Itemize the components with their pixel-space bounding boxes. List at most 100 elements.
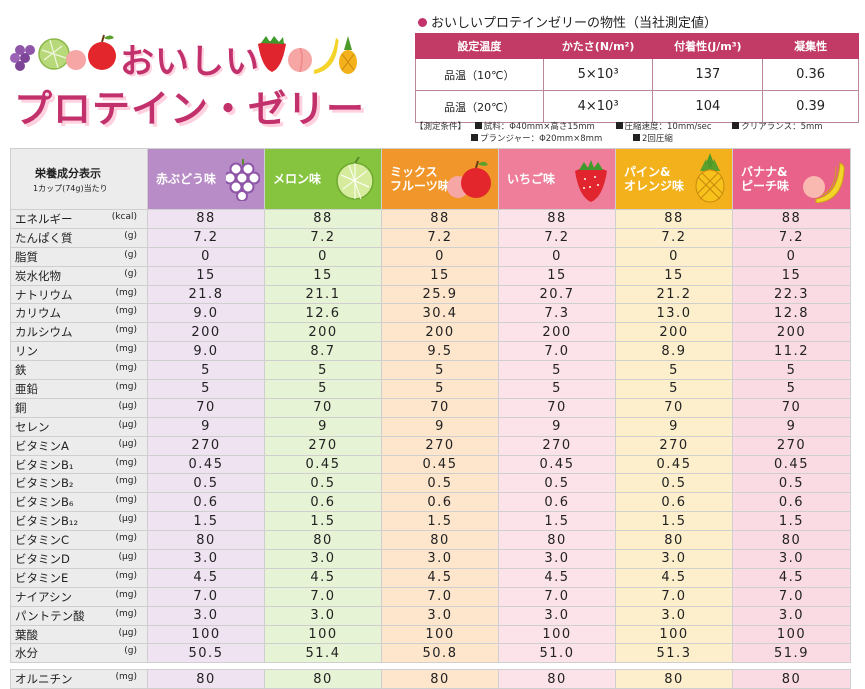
nutrient-value: 9.5 — [381, 341, 499, 362]
nutrient-value: 80 — [264, 669, 382, 689]
nutrient-value: 88 — [264, 209, 382, 229]
nutrient-label-cell: ナトリウム (mg) — [10, 284, 148, 305]
table-row: 葉酸 (μg) 100 100 100 100 100 100 — [10, 624, 851, 645]
nutrient-unit: (mg) — [115, 457, 137, 468]
phys-cohesion: 0.36 — [762, 58, 859, 91]
nutrient-value: 270 — [615, 435, 733, 456]
nutrient-name: カルシウム — [15, 325, 73, 340]
physical-properties-heading: おいしいプロテインゼリーの物性（当社測定値） — [418, 12, 717, 31]
nutrient-value: 7.0 — [264, 586, 382, 607]
nutrient-value: 80 — [147, 669, 265, 689]
nutrient-value: 1.5 — [615, 511, 733, 532]
flavor-header-grape: 赤ぶどう味 — [147, 148, 265, 210]
flavor-header-strawberry: いちご味 — [498, 148, 616, 210]
nutrient-value: 100 — [732, 624, 851, 645]
table-row: カリウム (mg) 9.0 12.6 30.4 7.3 13.0 12.8 — [10, 303, 851, 324]
nutrient-unit: (kcal) — [111, 212, 137, 222]
nutrient-value: 5 — [147, 379, 265, 399]
nutrient-value: 7.0 — [498, 341, 616, 362]
nutrient-name: エネルギー — [15, 211, 73, 226]
condition-speed: 圧縮速度：10mm/sec — [624, 122, 712, 132]
nutrient-label-cell: 水分 (g) — [10, 643, 148, 664]
nutrient-value: 5 — [498, 379, 616, 399]
nutrient-label-cell: オルニチン (mg) — [10, 669, 148, 689]
table-row: ナトリウム (mg) 21.8 21.1 25.9 20.7 21.2 22.3 — [10, 284, 851, 305]
nutrient-value: 200 — [381, 322, 499, 343]
nutrition-header-serving: 1カップ(74g)当たり — [33, 183, 108, 193]
table-row: カルシウム (mg) 200 200 200 200 200 200 — [10, 322, 851, 343]
measurement-conditions: 【測定条件】 試料：Φ40mm×高さ15mm 圧縮速度：10mm/sec クリア… — [415, 121, 823, 145]
table-row: リン (mg) 9.0 8.7 9.5 7.0 8.9 11.2 — [10, 341, 851, 362]
nutrient-value: 4.5 — [615, 567, 733, 588]
table-row: パントテン酸 (mg) 3.0 3.0 3.0 3.0 3.0 3.0 — [10, 605, 851, 626]
physical-heading-text: おいしいプロテインゼリーの物性（当社測定値） — [431, 16, 718, 31]
peach-icon-2 — [288, 47, 312, 73]
nutrient-value: 88 — [147, 209, 265, 229]
flavor-header-pine-orange: パイン& オレンジ味 — [615, 148, 733, 210]
nutrient-value: 0.5 — [615, 473, 733, 494]
nutrient-value: 25.9 — [381, 284, 499, 305]
nutrient-value: 51.0 — [498, 643, 616, 664]
nutrient-label-cell: ビタミンD (μg) — [10, 549, 148, 569]
nutrient-label-cell: カルシウム (mg) — [10, 322, 148, 343]
nutrient-value: 0.5 — [381, 473, 499, 494]
nutrient-value: 8.7 — [264, 341, 382, 362]
nutrient-value: 270 — [732, 435, 851, 456]
table-row: ナイアシン (mg) 7.0 7.0 7.0 7.0 7.0 7.0 — [10, 586, 851, 607]
nutrient-label-cell: カリウム (mg) — [10, 303, 148, 324]
spacer-cell — [498, 662, 616, 671]
nutrient-unit: (mg) — [115, 570, 137, 581]
phys-hardness: 4×10³ — [542, 90, 654, 123]
nutrient-value: 0.6 — [264, 492, 382, 513]
spacer-cell — [615, 662, 733, 671]
table-row: ビタミンB₆ (mg) 0.6 0.6 0.6 0.6 0.6 0.6 — [10, 492, 851, 513]
nutrient-value: 5 — [498, 360, 616, 381]
nutrient-value: 3.0 — [732, 549, 851, 569]
nutrient-name: ナトリウム — [15, 287, 73, 302]
nutrient-value: 5 — [615, 360, 733, 381]
nutrient-unit: (mg) — [115, 344, 137, 355]
nutrient-value: 0 — [147, 246, 265, 267]
melon-icon — [38, 38, 70, 70]
table-row: 脂質 (g) 0 0 0 0 0 0 — [10, 246, 851, 267]
nutrient-name: セレン — [15, 419, 50, 434]
fruit-illustration — [10, 34, 116, 71]
nutrient-value: 5 — [732, 360, 851, 381]
nutrient-name: 亜鉛 — [15, 381, 38, 396]
nutrient-unit: (mg) — [115, 287, 137, 298]
square-bullet-icon — [471, 134, 478, 141]
nutrient-value: 3.0 — [498, 549, 616, 569]
spacer-cell — [10, 662, 148, 671]
nutrient-value: 200 — [615, 322, 733, 343]
nutrient-value: 5 — [264, 379, 382, 399]
nutrient-name: ビタミンB₆ — [15, 495, 74, 510]
nutrient-value: 7.0 — [147, 586, 265, 607]
nutrient-name: ビタミンA — [15, 438, 69, 453]
nutrient-value: 0.6 — [732, 492, 851, 513]
nutrition-header-title: 栄養成分表示 — [35, 166, 101, 180]
flavor-name: バナナ& ピーチ味 — [741, 165, 790, 193]
table-row: ビタミンA (μg) 270 270 270 270 270 270 — [10, 435, 851, 456]
phys-header-temp: 設定温度 — [415, 33, 544, 59]
nutrient-value: 3.0 — [264, 605, 382, 626]
nutrient-value: 9 — [264, 416, 382, 437]
nutrient-value: 4.5 — [381, 567, 499, 588]
table-row: 亜鉛 (mg) 5 5 5 5 5 5 — [10, 379, 851, 399]
nutrient-value: 51.9 — [732, 643, 851, 664]
nutrient-name: 葉酸 — [15, 627, 38, 642]
peach-icon — [66, 50, 86, 70]
nutrient-label-cell: 銅 (μg) — [10, 397, 148, 418]
nutrient-unit: (mg) — [115, 589, 137, 600]
nutrient-value: 9 — [381, 416, 499, 437]
nutrient-value: 7.3 — [498, 303, 616, 324]
nutrient-value: 1.5 — [498, 511, 616, 532]
nutrient-value: 1.5 — [381, 511, 499, 532]
spacer-cell — [381, 662, 499, 671]
square-bullet-icon — [474, 122, 482, 129]
nutrient-value: 100 — [615, 624, 733, 645]
table-row: たんぱく質 (g) 7.2 7.2 7.2 7.2 7.2 7.2 — [10, 227, 851, 248]
nutrient-unit: (μg) — [118, 627, 137, 638]
nutrient-unit: (μg) — [118, 400, 137, 411]
nutrient-value: 80 — [498, 669, 616, 689]
nutrient-value: 7.2 — [498, 227, 616, 248]
